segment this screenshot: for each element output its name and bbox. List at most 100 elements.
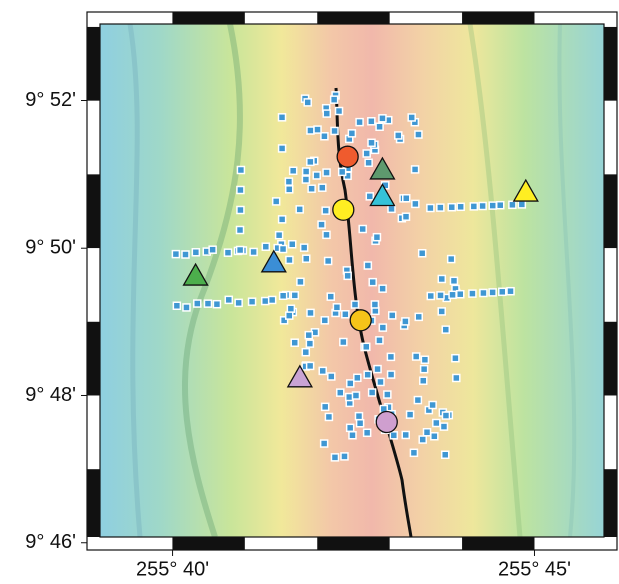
station-square (384, 391, 391, 398)
frame-bar (87, 174, 100, 248)
station-square (237, 227, 244, 234)
frame-bar (604, 27, 617, 101)
station-square (419, 436, 426, 443)
station-square (237, 247, 244, 254)
station-square (291, 339, 298, 346)
station-square (308, 185, 315, 192)
station-square (355, 413, 362, 420)
station-square (280, 246, 287, 253)
station-square (363, 150, 370, 157)
station-square (307, 362, 314, 369)
station-square (438, 308, 445, 315)
frame-bar (462, 12, 534, 24)
station-square (431, 433, 438, 440)
station-square (419, 250, 426, 257)
station-square (269, 296, 276, 303)
station-square (489, 202, 496, 209)
station-square (325, 413, 332, 420)
station-square (415, 131, 422, 138)
circle-marker (350, 310, 371, 331)
station-square (279, 216, 286, 223)
station-square (323, 110, 330, 117)
station-square (371, 301, 378, 308)
y-tick-label: 9° 48' (25, 384, 76, 406)
station-square (337, 389, 344, 396)
station-square (369, 389, 376, 396)
station-square (429, 402, 436, 409)
station-square (427, 293, 434, 300)
station-square (287, 305, 294, 312)
station-square (438, 275, 445, 282)
station-square (319, 184, 326, 191)
station-square (237, 207, 244, 214)
station-square (313, 172, 320, 179)
station-square (302, 349, 309, 356)
station-square (331, 454, 338, 461)
station-square (388, 371, 395, 378)
station-square (291, 292, 298, 299)
station-square (296, 206, 303, 213)
station-square (237, 167, 244, 174)
station-square (286, 256, 293, 263)
station-square (289, 241, 296, 248)
station-square (356, 119, 363, 126)
station-square (173, 302, 180, 309)
station-square (318, 221, 325, 228)
station-square (442, 412, 449, 419)
station-square (368, 139, 375, 146)
station-square (172, 251, 179, 258)
station-square (442, 451, 449, 458)
station-square (306, 340, 313, 347)
frame-bar (317, 537, 389, 550)
station-square (453, 374, 460, 381)
station-square (342, 311, 349, 318)
station-square (336, 108, 343, 115)
station-square (249, 298, 256, 305)
station-square (376, 123, 383, 130)
station-square (363, 343, 370, 350)
station-square (480, 290, 487, 297)
station-square (412, 200, 419, 207)
station-square (452, 355, 459, 362)
station-square (489, 289, 496, 296)
station-square (376, 337, 383, 344)
station-square (322, 403, 329, 410)
station-square (307, 127, 314, 134)
station-square (340, 339, 347, 346)
station-square (470, 203, 477, 210)
station-square (421, 356, 428, 363)
station-square (341, 453, 348, 460)
station-square (348, 130, 355, 137)
station-square (373, 234, 380, 241)
station-square (307, 309, 314, 316)
station-square (344, 272, 351, 279)
circle-marker (337, 146, 358, 167)
station-square (354, 374, 361, 381)
station-square (395, 132, 402, 139)
station-square (403, 195, 410, 202)
station-square (352, 392, 359, 399)
station-square (273, 198, 280, 205)
station-square (204, 300, 211, 307)
station-square (213, 301, 220, 308)
station-square (237, 187, 244, 194)
station-square (304, 99, 311, 106)
station-square (437, 292, 444, 299)
station-square (497, 202, 504, 209)
station-square (427, 205, 434, 212)
station-square (389, 312, 396, 319)
station-square (297, 278, 304, 285)
station-square (509, 201, 516, 208)
station-square (279, 145, 286, 152)
station-square (359, 226, 366, 233)
circle-marker (376, 412, 397, 433)
station-square (328, 373, 335, 380)
station-square (333, 304, 340, 311)
x-tick-label: 255° 40' (136, 558, 209, 580)
map: 255° 40'255° 45'9° 46'9° 48'9° 50'9° 52' (0, 0, 619, 584)
station-square (449, 291, 456, 298)
station-square (285, 178, 292, 185)
station-square (412, 166, 419, 173)
station-square (415, 313, 422, 320)
station-square (327, 293, 334, 300)
